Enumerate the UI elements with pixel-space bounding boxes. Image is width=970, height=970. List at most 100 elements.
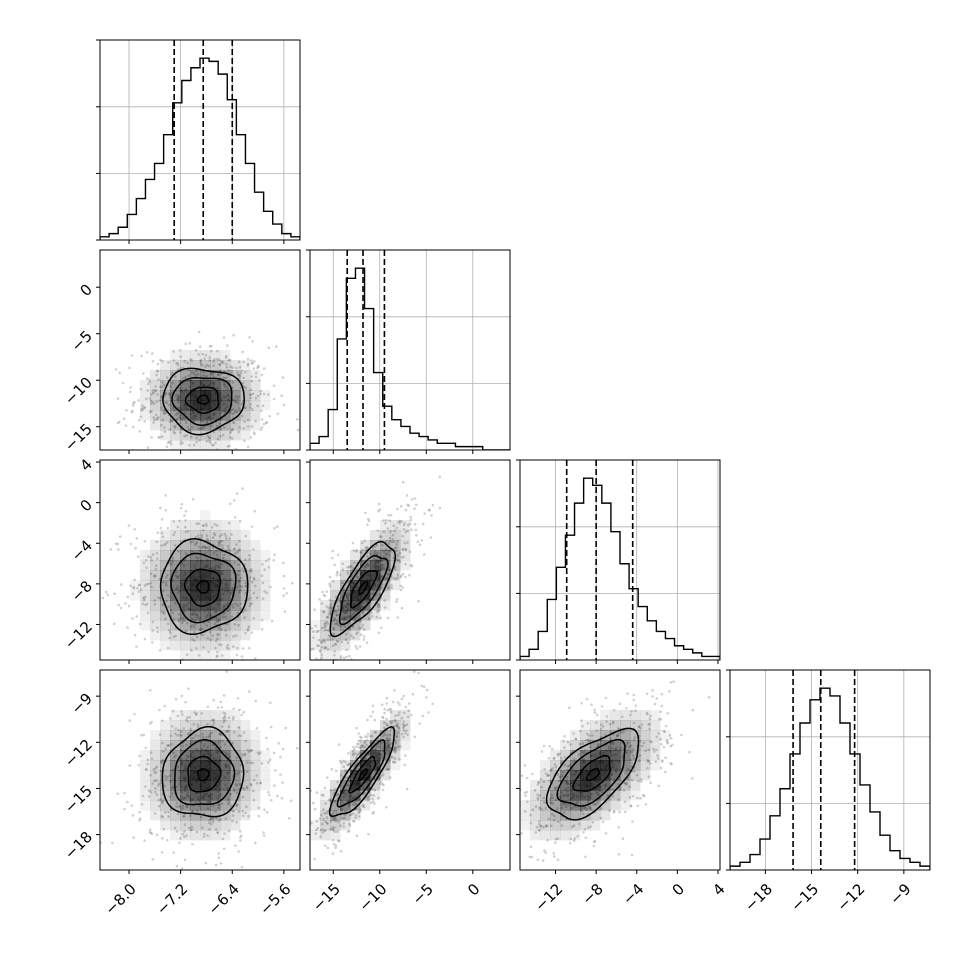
density-bin (210, 770, 221, 781)
scatter-point (386, 709, 389, 712)
density-bin (630, 770, 641, 781)
scatter-point (336, 780, 339, 784)
density-bin (260, 600, 271, 611)
density-bin (390, 710, 401, 721)
scatter-point (623, 781, 626, 784)
scatter-point (205, 736, 208, 739)
density-bin (190, 800, 201, 811)
scatter-point (344, 638, 348, 641)
scatter-point (235, 820, 238, 824)
scatter-point (310, 648, 313, 651)
scatter-point (155, 793, 159, 797)
scatter-point (222, 376, 225, 379)
scatter-point (319, 835, 322, 839)
scatter-point (353, 800, 357, 804)
scatter-point (362, 635, 366, 638)
density-bin (210, 570, 221, 581)
scatter-point (163, 430, 167, 433)
density-bin (220, 640, 231, 651)
scatter-point (403, 724, 407, 727)
scatter-point (238, 579, 241, 583)
scatter-point (225, 730, 228, 733)
density-bin (250, 770, 261, 781)
scatter-point (231, 587, 234, 591)
scatter-point (544, 851, 547, 854)
x-tick-label: −12 (531, 880, 566, 915)
scatter-point (320, 602, 324, 605)
scatter-point (326, 622, 330, 625)
density-bin (390, 540, 401, 551)
density-bin (240, 360, 251, 371)
density-bin (150, 410, 161, 421)
scatter-point (177, 620, 181, 623)
scatter-point (216, 654, 219, 658)
scatter-point (151, 629, 155, 632)
scatter-point (176, 361, 179, 365)
density-bin (260, 610, 271, 621)
density-bin (180, 760, 191, 771)
scatter-point (179, 616, 182, 620)
scatter-point (589, 745, 592, 749)
scatter-point (262, 422, 266, 426)
scatter-point (191, 810, 194, 814)
scatter-point (232, 412, 235, 415)
density-bin (590, 720, 601, 731)
scatter-point (384, 540, 388, 543)
scatter-point (207, 450, 210, 453)
scatter-point (392, 577, 396, 580)
scatter-point (231, 399, 235, 402)
density-bin (260, 590, 271, 601)
density-bin (560, 800, 571, 811)
scatter-point (352, 636, 355, 639)
scatter-point (217, 819, 221, 822)
scatter-point (150, 410, 153, 413)
scatter-point (323, 812, 327, 815)
scatter-point (141, 794, 145, 798)
density-bin (600, 780, 611, 791)
scatter-point (387, 743, 391, 747)
density-bin (170, 630, 181, 641)
scatter-point (241, 814, 245, 818)
density-bin (200, 720, 211, 731)
density-bin (180, 780, 191, 791)
scatter-point (398, 703, 401, 706)
density-bin (210, 400, 221, 411)
scatter-point (202, 645, 205, 649)
scatter-point (239, 839, 242, 842)
scatter-point (638, 739, 642, 743)
scatter-point (326, 615, 329, 619)
scatter-point (422, 685, 426, 689)
scatter-point (163, 784, 166, 788)
scatter-point (395, 724, 399, 727)
scatter-point (201, 826, 204, 830)
scatter-point (249, 402, 252, 406)
scatter-point (126, 595, 130, 599)
density-bin (140, 610, 151, 621)
scatter-point (237, 734, 240, 737)
scatter-point (191, 842, 194, 846)
density-bin (200, 830, 211, 841)
scatter-point (153, 575, 156, 578)
scatter-point (167, 810, 170, 814)
scatter-point (398, 560, 402, 564)
scatter-point (406, 529, 410, 532)
scatter-point (657, 732, 660, 735)
scatter-point (567, 803, 571, 806)
scatter-point (526, 800, 529, 804)
scatter-point (332, 619, 335, 623)
scatter-point (531, 808, 535, 811)
density-bin (210, 600, 221, 611)
density-bin (390, 520, 401, 531)
scatter-point (547, 757, 551, 760)
density-bin (240, 410, 251, 421)
scatter-point (141, 602, 144, 606)
scatter-point (133, 633, 137, 637)
y-tick-label: −8 (68, 577, 96, 605)
scatter-point (360, 626, 364, 629)
scatter-point (651, 695, 654, 698)
scatter-point (121, 381, 125, 385)
scatter-point (372, 794, 376, 797)
scatter-point (639, 796, 642, 800)
scatter-point (142, 561, 146, 565)
scatter-point (257, 806, 261, 810)
